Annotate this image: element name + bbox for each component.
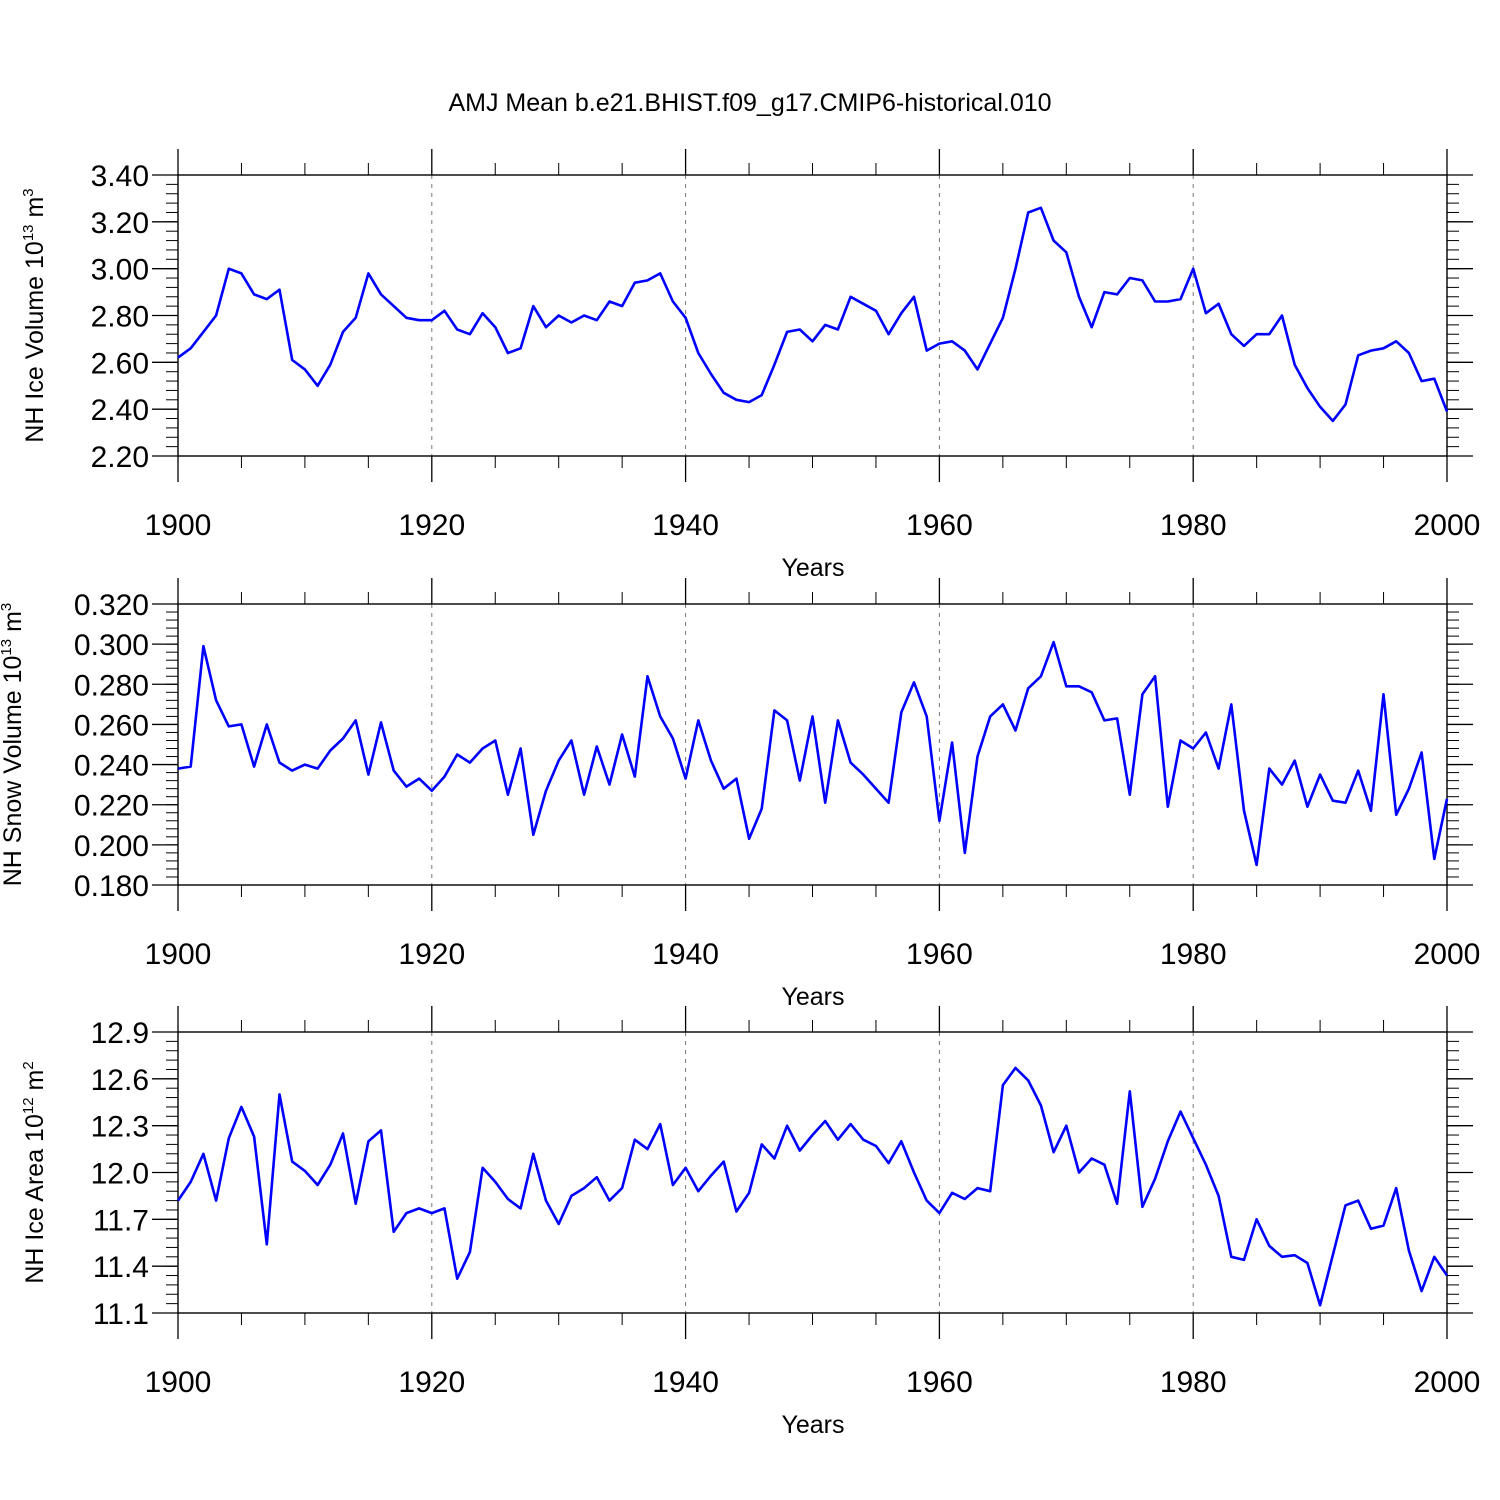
y-axis-label-unit-exponent: 2 bbox=[20, 1061, 37, 1069]
y-axis-label-exponent: 13 bbox=[0, 639, 15, 656]
xtick-label: 1960 bbox=[906, 1366, 973, 1399]
series-line bbox=[177, 206, 1449, 423]
series-line bbox=[177, 640, 1449, 867]
xtick-label: 1940 bbox=[652, 509, 719, 542]
ytick-label: 3.00 bbox=[91, 254, 149, 287]
ytick-label: 11.7 bbox=[93, 1204, 149, 1237]
x-axis-label: Years bbox=[781, 554, 844, 582]
xtick-label: 1920 bbox=[398, 938, 465, 971]
xtick-label: 1960 bbox=[906, 509, 973, 542]
y-axis-label-main: NH Snow Volume 10 bbox=[0, 656, 27, 887]
xtick-label: 1980 bbox=[1160, 509, 1227, 542]
y-axis-label-main: NH Ice Volume 10 bbox=[21, 241, 49, 443]
ytick-label: 0.180 bbox=[74, 870, 149, 903]
xtick-label: 2000 bbox=[1414, 509, 1481, 542]
ytick-label: 11.4 bbox=[93, 1251, 149, 1284]
ytick-label: 2.20 bbox=[91, 441, 149, 474]
ytick-label: 11.1 bbox=[93, 1298, 149, 1331]
ytick-label: 12.3 bbox=[91, 1111, 149, 1144]
xtick-label: 1920 bbox=[398, 509, 465, 542]
y-axis-label-main: NH Ice Area 10 bbox=[21, 1114, 49, 1284]
ytick-label: 2.40 bbox=[91, 394, 149, 427]
xtick-label: 1920 bbox=[398, 1366, 465, 1399]
y-axis-label-unit: m bbox=[21, 1070, 49, 1098]
plot-frame bbox=[177, 1031, 1448, 1314]
xtick-label: 2000 bbox=[1414, 938, 1481, 971]
xtick-label: 1960 bbox=[906, 938, 973, 971]
xtick-label: 1900 bbox=[145, 938, 212, 971]
figure-title: AMJ Mean b.e21.BHIST.f09_g17.CMIP6-histo… bbox=[448, 89, 1051, 117]
y-axis-label-exponent: 13 bbox=[20, 224, 37, 241]
xtick-label: 1980 bbox=[1160, 1366, 1227, 1399]
plot-frame bbox=[177, 174, 1448, 457]
ytick-label: 2.80 bbox=[91, 301, 149, 334]
ytick-label: 12.9 bbox=[91, 1017, 149, 1050]
y-axis-label: NH Snow Volume 1013 m3 bbox=[0, 603, 27, 887]
xtick-label: 2000 bbox=[1414, 1366, 1481, 1399]
ytick-label: 0.200 bbox=[74, 830, 149, 863]
xtick-label: 1940 bbox=[652, 938, 719, 971]
y-axis-label: NH Ice Volume 1013 m3 bbox=[20, 188, 49, 442]
ytick-label: 0.300 bbox=[74, 629, 149, 662]
panels: 2.20 2.40 2.60 2.80 3.00 3.20 3.40 1900 1920 1940… bbox=[0, 149, 1480, 1439]
ytick-label: 0.280 bbox=[74, 669, 149, 702]
ytick-label: 0.260 bbox=[74, 709, 149, 742]
xtick-label: 1980 bbox=[1160, 938, 1227, 971]
chart-panel-3: 11.1 11.4 11.7 12.0 12.3 12.6 12.9 1900 1920 1940… bbox=[20, 1006, 1480, 1439]
y-axis-label-unit: m bbox=[0, 611, 27, 639]
series-line bbox=[176, 1066, 1449, 1307]
x-axis-label: Years bbox=[781, 983, 844, 1011]
y-axis-label-unit: m bbox=[21, 197, 49, 225]
xtick-label: 1900 bbox=[145, 1366, 212, 1399]
ytick-label: 0.320 bbox=[74, 589, 149, 622]
ytick-label: 12.0 bbox=[91, 1158, 149, 1191]
ytick-label: 0.240 bbox=[74, 750, 149, 783]
y-axis-label-unit-exponent: 3 bbox=[20, 188, 37, 196]
xtick-label: 1940 bbox=[652, 1366, 719, 1399]
y-axis-label-exponent: 12 bbox=[20, 1097, 37, 1114]
xtick-label: 1900 bbox=[145, 509, 212, 542]
ytick-label: 2.60 bbox=[91, 347, 149, 380]
plot-frame bbox=[177, 603, 1448, 886]
chart-panel-2: 0.180 0.200 0.220 0.240 0.260 0.280 0.300 0.320… bbox=[0, 578, 1480, 1011]
chart-panel-1: 2.20 2.40 2.60 2.80 3.00 3.20 3.40 1900 1920 1940… bbox=[20, 149, 1480, 582]
y-axis-label: NH Ice Area 1012 m2 bbox=[20, 1061, 49, 1283]
ytick-label: 12.6 bbox=[91, 1064, 149, 1097]
ytick-label: 0.220 bbox=[74, 790, 149, 823]
ytick-label: 3.20 bbox=[91, 207, 149, 240]
y-axis-label-unit-exponent: 3 bbox=[0, 603, 15, 611]
ytick-label: 3.40 bbox=[91, 160, 149, 193]
x-axis-label: Years bbox=[781, 1411, 844, 1439]
